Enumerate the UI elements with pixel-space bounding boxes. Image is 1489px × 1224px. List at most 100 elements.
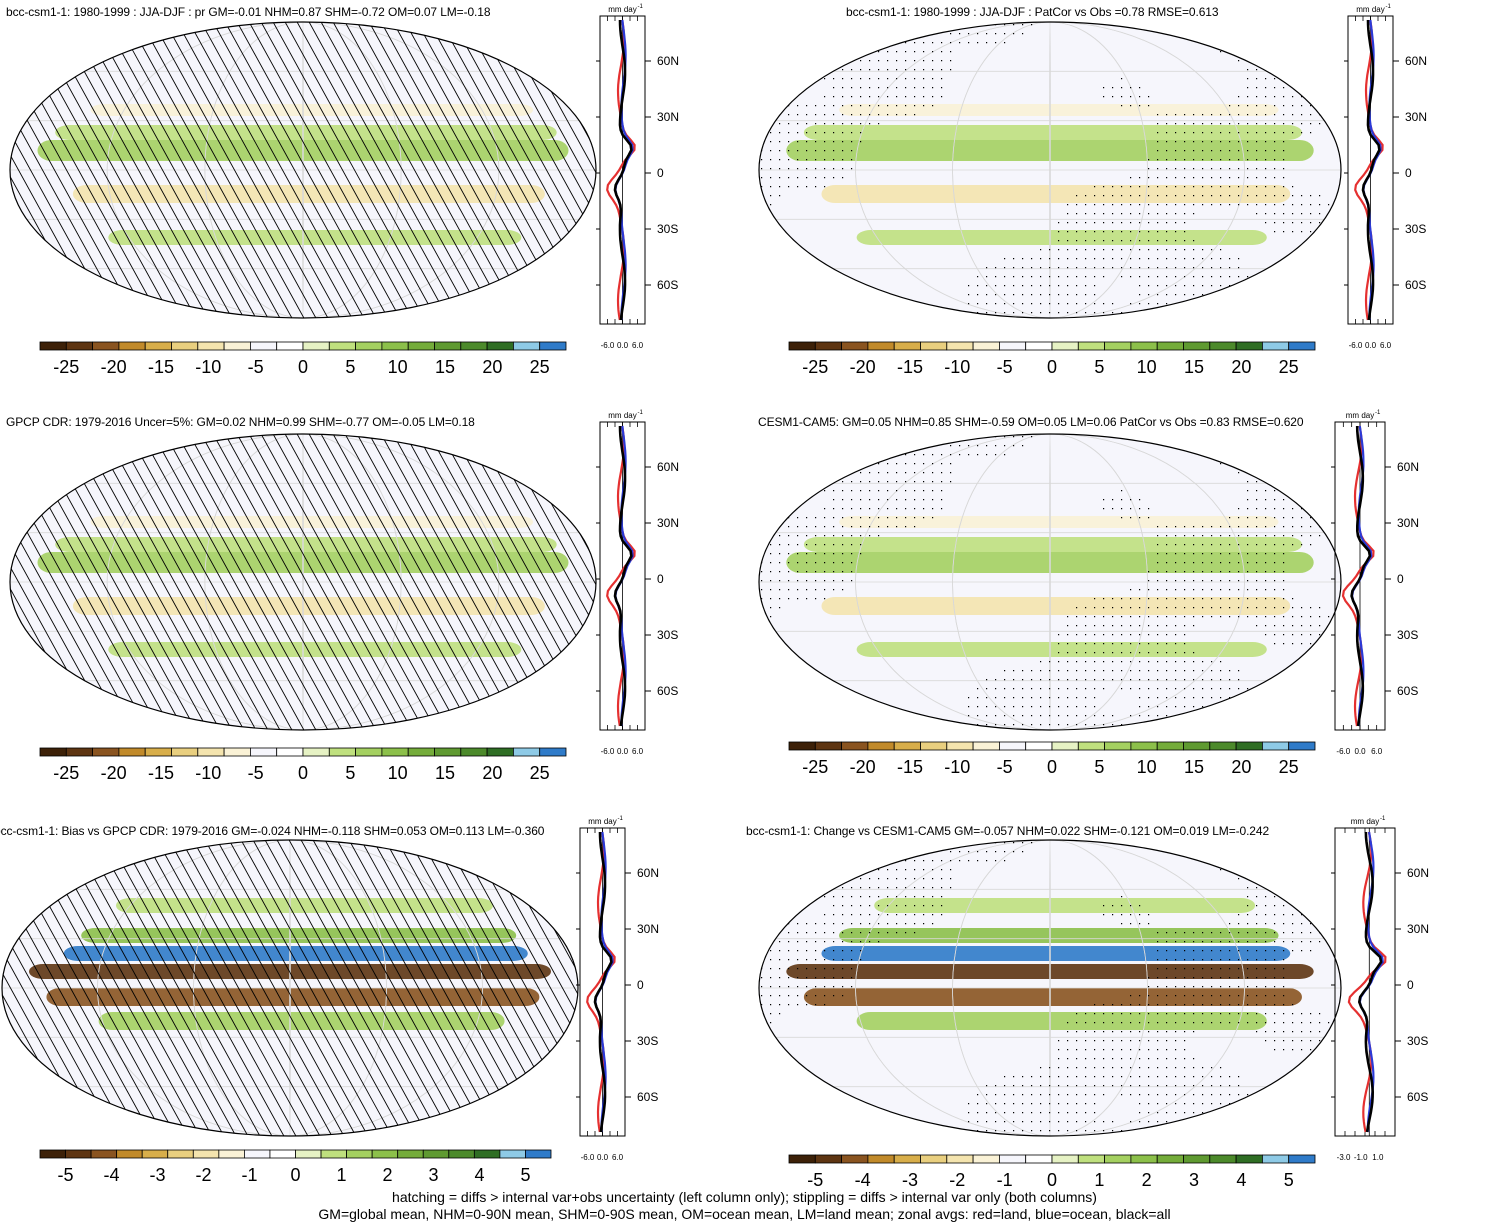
colorbar-swatch [118,341,146,351]
zonal-unit-exponent: -1 [618,816,624,822]
zonal-unit-label: mm day [1351,817,1379,826]
zonal-x-tick-label: 1.0 [1372,1153,1384,1162]
colorbar-tick-label: 15 [435,357,455,377]
panel-title: bcc-csm1-1: 1980-1999 : JJA-DJF : PatCor… [846,5,1219,19]
colorbar-swatch [1077,341,1105,351]
colorbar-swatch [223,747,251,757]
colorbar-top-left: -25 -20 -15 -10 -5 0 5 10 15 20 25 [39,341,567,377]
colorbar-swatch [192,1149,220,1159]
colorbar-swatch [1288,1154,1316,1164]
colorbar-tick-label: 3 [428,1165,438,1185]
colorbar-swatch [920,1154,948,1164]
colorbar-swatch [407,341,435,351]
map-outline [9,433,597,731]
zonal-curve [1350,425,1372,727]
zonal-curve [606,19,636,321]
colorbar-swatch [788,1154,816,1164]
zonal-lat-tick-label: 0 [657,166,664,180]
map-middle-left [9,433,597,731]
colorbar-tick-label: -25 [53,357,79,377]
zonal-curve [586,831,616,1133]
colorbar-swatch [998,741,1027,751]
colorbar-tick-label: -3 [902,1170,918,1190]
zonal-lat-tick-label: 0 [637,978,644,992]
colorbar-swatch [1288,741,1316,751]
colorbar-swatch [814,1154,842,1164]
colorbar-swatch [893,341,921,351]
colorbar-swatch [1261,741,1290,751]
zonal-x-tick-label: 0.0 [617,341,629,350]
colorbar-swatch [1183,741,1211,751]
colorbar-tick-label: -4 [104,1165,120,1185]
panel-title: bcc-csm1-1: Bias vs GPCP CDR: 1979-2016 … [0,824,545,838]
panel-title: GPCP CDR: 1979-2016 Uncer=5%: GM=0.02 NH… [6,415,475,429]
colorbar-tick-label: 25 [530,357,550,377]
colorbar-swatch [243,1149,271,1159]
colorbar-swatch [381,341,409,351]
colorbar-swatch [1051,341,1079,351]
colorbar-swatch [512,747,541,757]
colorbar-swatch [407,747,435,757]
colorbar-tick-label: -3 [150,1165,166,1185]
map-field [759,22,1341,318]
zonal-lat-tick-label: 30S [637,1034,658,1048]
colorbar-swatch [473,1149,501,1159]
colorbar-tick-label: 0 [298,357,308,377]
colorbar-swatch [39,341,67,351]
colorbar-bottom-left: -5 -4 -3 -2 -1 0 1 2 3 4 5 [39,1149,552,1185]
zonal-x-tick-label: 0.0 [597,1153,609,1162]
zonal-lat-tick-label: 30S [1405,222,1426,236]
colorbar-tick-label: -20 [101,763,127,783]
colorbar-tick-label: 1 [1094,1170,1104,1190]
colorbar-tick-label: 0 [1047,1170,1057,1190]
colorbar-swatch [1183,341,1211,351]
colorbar-swatch [1156,341,1184,351]
zonal-x-tick-label: -6.0 [1349,341,1363,350]
colorbar-swatch [946,1154,974,1164]
zonal-x-tick-label: 0.0 [1365,341,1377,350]
panel-title: CESM1-CAM5: GM=0.05 NHM=0.85 SHM=-0.59 O… [758,415,1304,429]
colorbar-tick-label: 25 [1279,757,1299,777]
colorbar-swatch [1130,1154,1158,1164]
colorbar-swatch [1025,741,1053,751]
colorbar-tick-label: -25 [802,357,828,377]
colorbar-swatch [1209,741,1237,751]
colorbar-tick-label: -5 [997,357,1013,377]
zonal-lat-tick-label: 60S [1397,684,1418,698]
colorbar-tick-label: -5 [248,357,264,377]
zonal-curve [1354,19,1384,321]
zonal-lat-tick-label: 0 [1407,978,1414,992]
colorbar-swatch [512,341,541,351]
colorbar-swatch [1025,1154,1053,1164]
colorbar-tick-label: 10 [388,763,408,783]
colorbar-swatch [346,1149,373,1159]
zonal-x-tick-label: 6.0 [632,747,644,756]
colorbar-tick-label: 25 [530,763,550,783]
colorbar-swatch [946,341,974,351]
colorbar-swatch [302,341,330,351]
colorbar-swatch [920,741,948,751]
colorbar-tick-label: 5 [345,357,355,377]
colorbar-swatch [197,341,225,351]
zonal-curve [1361,19,1381,321]
zonal-lat-tick-label: 60S [637,1090,658,1104]
zonal-curve [613,425,633,727]
map-field [2,840,578,1136]
colorbar-swatch [998,341,1027,351]
colorbar-swatch [223,341,251,351]
colorbar-top-right: -25 -20 -15 -10 -5 0 5 10 15 20 25 [788,341,1316,377]
zonal-curve [1341,425,1375,727]
zonal-lat-tick-label: 30N [1407,922,1429,936]
colorbar-swatch [1261,341,1290,351]
zonal-lat-tick-label: 60N [657,460,679,474]
zonal-unit-label: mm day [588,817,616,826]
colorbar-tick-label: -5 [58,1165,74,1185]
colorbar-tick-label: 4 [474,1165,484,1185]
colorbar-swatch [39,747,67,757]
colorbar-swatch [65,1149,92,1159]
footer-legend-note: GM=global mean, NHM=0-90N mean, SHM=0-90… [318,1206,1171,1222]
colorbar-swatch [1183,1154,1211,1164]
colorbar-swatch [841,341,869,351]
colorbar-swatch [355,747,383,757]
colorbar-swatch [1235,741,1263,751]
